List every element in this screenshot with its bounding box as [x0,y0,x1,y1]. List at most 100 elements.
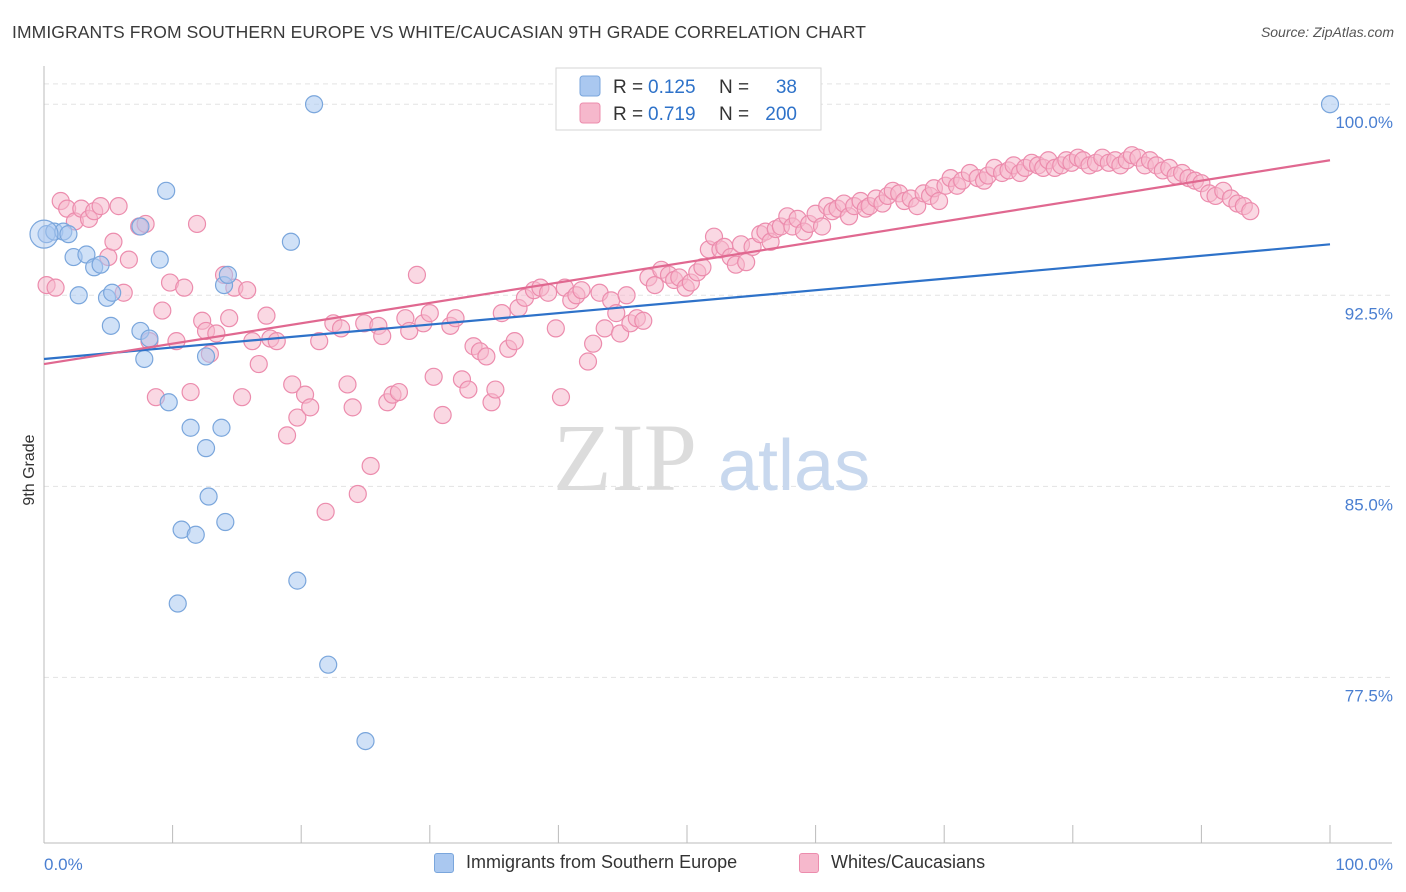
southern-europe-point [319,655,338,674]
y-axis-title: 9th Grade [21,434,38,505]
x-tick-label-0: 0.0% [44,855,83,874]
white-caucasian-point [505,332,524,351]
axes [43,66,1392,844]
southern-europe-point [181,418,200,437]
white-caucasian-point [343,398,362,417]
southern-europe-point [59,225,78,244]
white-caucasian-point [389,382,409,402]
white-caucasian-point [584,334,603,353]
white-caucasian-point [373,326,392,346]
white-caucasian-point [572,281,591,300]
white-caucasian-point [288,408,307,427]
watermark-zip: ZIP [553,404,697,511]
southern-europe-point [212,418,231,437]
white-caucasian-point [446,309,465,328]
white-caucasian-point [207,324,226,343]
white-caucasian-point [348,484,367,504]
y-tick-label-1: 85.0% [1345,495,1393,514]
southern-europe-point [69,286,88,305]
southern-europe-point [168,594,187,613]
southern-europe-point [103,283,122,302]
trendlines [43,159,1331,366]
white-caucasian-point [737,253,756,272]
trendline-whites [43,159,1331,366]
watermark-atlas: atlas [718,426,870,506]
legend-item-whites[interactable]: Whites/Caucasians [799,852,985,873]
white-caucasian-point [310,332,329,351]
white-caucasian-point [459,380,478,399]
white-caucasian-points [37,146,1260,521]
white-caucasian-point [119,250,138,269]
trendline-southern-europe [43,243,1331,361]
southern-europe-point [150,250,169,269]
southern-europe-point [304,95,324,114]
x-tick-labels: 0.0% 100.0% [44,855,1393,874]
white-caucasian-point [645,275,664,295]
stats-legend: R = 0.125 N = 38 R = 0.719 N = 200 [555,67,822,131]
white-caucasian-point [181,382,200,402]
legend-r-value-2: 0.719 [648,104,696,125]
white-caucasian-point [433,405,452,425]
white-caucasian-point [929,191,949,211]
southern-europe-point [356,731,375,751]
southern-europe-points [29,95,1340,751]
white-caucasian-point [551,388,571,407]
y-tick-label-0: 77.5% [1345,686,1393,705]
white-caucasian-point [249,354,268,374]
bottom-legend: Immigrants from Southern Europe Whites/C… [0,852,1406,878]
southern-europe-point [131,217,150,236]
legend-swatch-pink [579,102,601,124]
white-caucasian-point [104,232,123,251]
white-caucasian-point [109,197,128,216]
white-caucasian-point [267,332,286,351]
source-label: Source: ZipAtlas.com [1260,24,1394,40]
white-caucasian-point [1241,202,1260,221]
white-caucasian-point [220,309,239,328]
southern-europe-point [288,571,307,590]
white-caucasian-point [812,217,832,236]
white-caucasian-point [277,426,297,445]
white-caucasian-point [486,380,505,399]
white-caucasian-point [407,265,427,284]
white-caucasian-point [634,311,653,330]
white-caucasian-point [420,304,439,323]
southern-europe-point [159,393,178,412]
white-caucasian-point [153,301,172,320]
white-caucasian-point [578,352,598,371]
southern-europe-point [157,181,176,200]
legend-r-label-1: R = [613,77,643,98]
southern-europe-point [140,329,159,348]
legend-n-value-1: 38 [776,77,797,98]
legend-n-label-2: N = [719,104,749,125]
southern-europe-point [101,316,120,335]
white-caucasian-point [595,319,614,338]
legend-swatch-southern-europe [434,852,454,873]
white-caucasian-point [46,278,65,297]
southern-europe-point [91,255,110,274]
southern-europe-point [196,439,216,458]
white-caucasian-point [175,278,194,297]
southern-europe-point [186,525,205,544]
white-caucasian-point [257,306,276,325]
white-caucasian-point [338,375,357,394]
legend-item-southern-europe[interactable]: Immigrants from Southern Europe [434,852,737,873]
southern-europe-point [196,347,216,366]
white-caucasian-point [301,398,320,417]
legend-label-southern-europe: Immigrants from Southern Europe [466,852,738,872]
zipatlas-watermark: ZIP atlas [553,404,870,511]
southern-europe-point [1320,95,1340,114]
white-caucasian-point [546,319,565,338]
white-caucasian-point [316,502,335,521]
white-caucasian-point [617,286,636,305]
southern-europe-point [218,265,237,284]
y-tick-label-2: 92.5% [1345,304,1393,323]
white-caucasian-point [238,281,257,300]
southern-europe-point [135,349,154,369]
y-tick-labels: 77.5% 85.0% 92.5% 100.0% [1335,113,1393,705]
legend-swatch-blue [579,75,601,97]
southern-europe-point [199,487,218,506]
white-caucasian-point [477,347,496,366]
legend-swatch-whites [799,852,819,873]
white-caucasian-point [331,319,351,338]
